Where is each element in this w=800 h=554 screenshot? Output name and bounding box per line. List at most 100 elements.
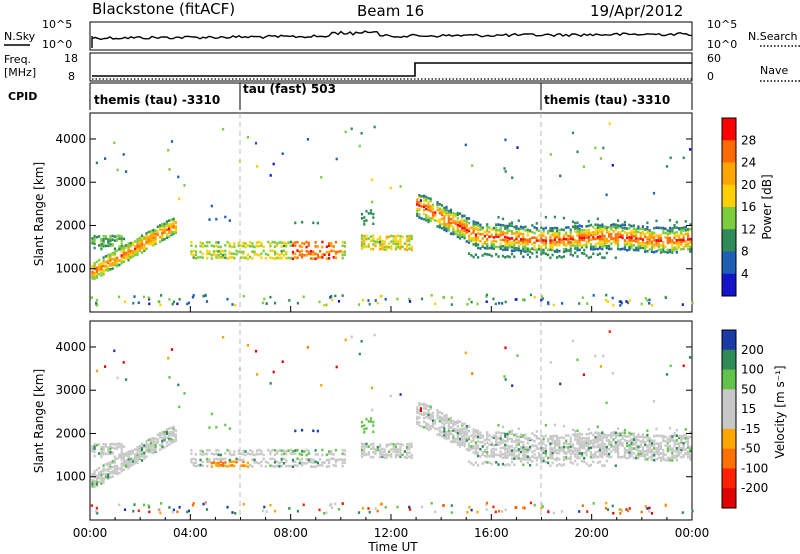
velocity-cell (648, 449, 651, 452)
velocity-cell (501, 510, 504, 513)
velocity-cell (163, 438, 166, 441)
power-cell (504, 232, 507, 235)
velocity-cell (601, 443, 604, 446)
power-cell (174, 221, 177, 224)
power-cell (610, 232, 613, 236)
power-cell (445, 225, 448, 228)
power-cell (519, 225, 523, 229)
power-cell (425, 216, 428, 220)
power-cell (301, 220, 304, 224)
power-cell (641, 246, 644, 250)
power-cell (111, 252, 114, 255)
power-cell (406, 235, 409, 238)
power-cell (107, 244, 110, 248)
power-cell (371, 200, 374, 204)
velocity-cell (372, 451, 375, 454)
velocity-cell (671, 435, 674, 438)
power-cell (129, 249, 132, 253)
power-cell (385, 248, 388, 251)
power-cell (517, 241, 520, 245)
power-cell (561, 302, 564, 305)
velocity-cell (343, 458, 346, 461)
power-cell (678, 243, 681, 247)
power-cell (517, 219, 520, 222)
velocity-cell (328, 465, 331, 468)
velocity-cell (628, 456, 631, 459)
velocity-cell (481, 462, 484, 465)
velocity-cell (422, 404, 426, 407)
velocity-cell (583, 456, 586, 460)
velocity-cell (389, 394, 392, 398)
velocity-cell (118, 454, 121, 458)
velocity-cell (183, 392, 186, 395)
power-cell (454, 214, 457, 218)
velocity-cell (553, 442, 556, 445)
power-cell (186, 302, 189, 306)
velocity-cell (587, 447, 590, 450)
velocity-cell (510, 453, 514, 457)
power-cell (589, 233, 593, 237)
power-cell (93, 239, 96, 242)
velocity-cell (210, 465, 213, 468)
velocity-cell (363, 427, 366, 431)
velocity-cell (601, 431, 604, 434)
power-cell (641, 232, 644, 236)
power-cell (506, 255, 509, 258)
velocity-cell (452, 429, 455, 432)
power-cell (501, 217, 505, 221)
velocity-cell (535, 444, 538, 448)
velocity-cell (298, 452, 301, 456)
velocity-cell (425, 426, 428, 430)
velocity-cell (234, 512, 237, 515)
power-cell (506, 226, 509, 230)
velocity-cell (138, 452, 141, 456)
velocity-cell (605, 501, 608, 505)
power-cell (260, 256, 263, 260)
power-ylabel: Slant Range [km] (32, 162, 46, 266)
power-cell (291, 252, 295, 256)
power-cell (172, 223, 175, 226)
power-cell (598, 240, 602, 244)
power-cell (687, 247, 690, 251)
velocity-cell (131, 463, 135, 466)
power-cell (206, 252, 209, 256)
velocity-cell (127, 466, 130, 470)
velocity-cell (120, 469, 123, 473)
power-cell (303, 254, 306, 257)
velocity-cell (134, 448, 137, 451)
velocity-cell (285, 460, 288, 463)
velocity-cell (143, 444, 146, 447)
power-cell (419, 201, 422, 204)
velocity-cell (657, 451, 660, 454)
power-cell (592, 248, 595, 251)
velocity-cell (116, 472, 119, 476)
velocity-cell (100, 482, 103, 485)
power-cell (598, 252, 602, 256)
velocity-cell (168, 376, 171, 379)
velocity-cell (276, 460, 279, 464)
power-cell (269, 242, 272, 245)
velocity-cell (280, 457, 283, 461)
power-cell (664, 250, 667, 254)
velocity-cell (456, 425, 459, 428)
velocity-cell (456, 419, 459, 423)
velocity-cell (436, 433, 439, 436)
power-cell (321, 245, 324, 249)
velocity-cell (120, 462, 123, 465)
power-cell (210, 253, 213, 257)
power-cell (109, 268, 112, 271)
velocity-cell (111, 471, 114, 475)
power-cell (535, 222, 538, 225)
power-cell (330, 295, 333, 298)
velocity-cell (461, 434, 464, 437)
power-cell (587, 231, 590, 234)
power-cell (113, 250, 116, 254)
power-cell (344, 130, 347, 134)
velocity-cell (592, 456, 595, 459)
velocity-cell (102, 472, 105, 476)
power-cell (172, 217, 175, 221)
velocity-cell (399, 455, 402, 458)
power-cell (519, 232, 523, 236)
velocity-cell (399, 451, 402, 454)
velocity-cell (589, 455, 593, 459)
